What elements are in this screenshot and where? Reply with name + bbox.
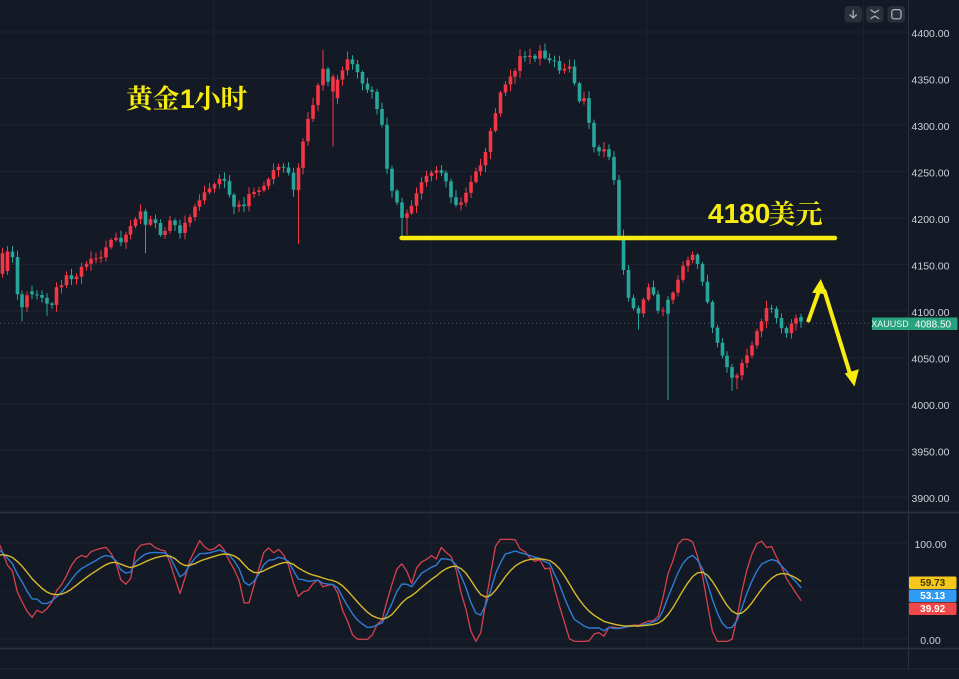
svg-text:1: 1 xyxy=(180,84,195,114)
svg-text:59.73: 59.73 xyxy=(920,578,945,589)
svg-text:4100.00: 4100.00 xyxy=(912,307,950,319)
svg-text:4200.00: 4200.00 xyxy=(912,214,950,226)
svg-text:4088.50: 4088.50 xyxy=(915,319,952,330)
svg-text:4050.00: 4050.00 xyxy=(912,354,950,366)
svg-text:4000.00: 4000.00 xyxy=(912,400,950,412)
svg-text:3900.00: 3900.00 xyxy=(912,493,950,505)
svg-text:0.00: 0.00 xyxy=(920,635,941,647)
svg-text:3950.00: 3950.00 xyxy=(912,447,950,459)
svg-text:4250.00: 4250.00 xyxy=(912,168,950,180)
svg-text:XAUUSD: XAUUSD xyxy=(871,319,909,329)
svg-text:4150.00: 4150.00 xyxy=(912,261,950,273)
svg-text:100.00: 100.00 xyxy=(914,539,946,551)
svg-text:4180: 4180 xyxy=(708,198,770,229)
svg-text:4300.00: 4300.00 xyxy=(912,121,950,133)
svg-text:53.13: 53.13 xyxy=(920,591,945,602)
svg-text:39.92: 39.92 xyxy=(920,604,945,615)
svg-text:4400.00: 4400.00 xyxy=(912,28,950,40)
svg-text:4350.00: 4350.00 xyxy=(912,75,950,87)
